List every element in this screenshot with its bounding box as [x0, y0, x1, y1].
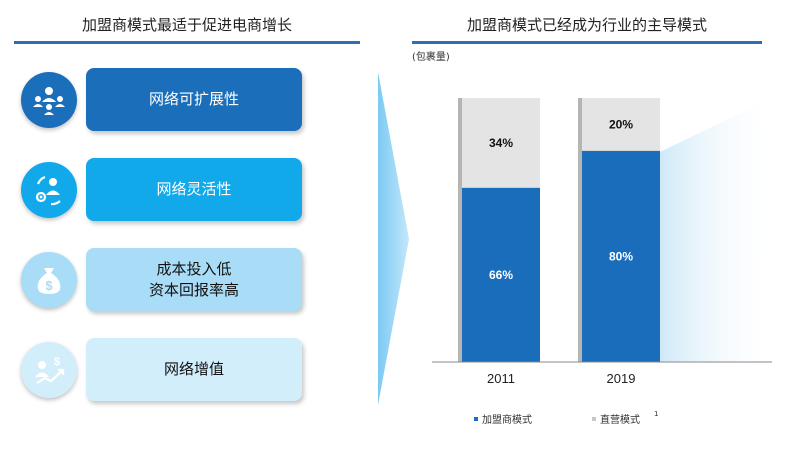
- group-network-icon: [21, 72, 77, 128]
- feature-label-line-2: 资本回报率高: [148, 280, 239, 299]
- data-label: 20%: [609, 117, 633, 131]
- growth-wedge: [660, 95, 778, 362]
- x-tick-label: 2019: [607, 371, 636, 386]
- right-title-underline: [412, 41, 762, 44]
- growth-chart-icon: $: [21, 342, 77, 398]
- person-cycle-icon: [21, 162, 77, 218]
- x-tick-label: 2011: [487, 371, 515, 386]
- feature-label: 网络可扩展性: [148, 90, 239, 108]
- bar-segment-2019-direct: [582, 98, 660, 151]
- bar-segment-2011-franchise: [462, 187, 540, 362]
- legend-entry: 加盟商模式: [482, 413, 532, 426]
- chart-title: 加盟商模式已经成为行业的主导模式: [466, 16, 707, 34]
- data-label: 66%: [489, 268, 513, 282]
- svg-text:$: $: [45, 278, 53, 293]
- unit-label: (包裹量): [412, 52, 450, 63]
- legend-footnote-mark: 1: [654, 410, 658, 418]
- feature-network-scalability: 网络可扩展性: [86, 68, 302, 131]
- feature-low-cost-high-return: 成本投入低 资本回报率高: [86, 248, 302, 311]
- legend-entry: 直营模式: [600, 413, 640, 426]
- feature-label-line-1: 成本投入低: [156, 259, 232, 278]
- bar-segment-2011-direct: [462, 98, 540, 188]
- feature-network-flexibility: 网络灵活性: [86, 158, 302, 221]
- transition-arrow: [378, 72, 409, 405]
- legend-swatch: [592, 417, 596, 421]
- left-title-underline: [14, 41, 360, 44]
- feature-network-value-add: 网络增值: [86, 338, 302, 401]
- money-bag-icon: $: [21, 252, 77, 308]
- feature-label: 网络增值: [163, 360, 224, 378]
- feature-label: 网络灵活性: [156, 180, 232, 198]
- data-label: 80%: [609, 249, 633, 263]
- legend-swatch: [474, 417, 478, 421]
- data-label: 34%: [489, 136, 513, 150]
- left-panel-title: 加盟商模式最适于促进电商增长: [81, 16, 292, 34]
- svg-text:$: $: [54, 356, 60, 368]
- bar-segment-2019-franchise: [582, 150, 660, 362]
